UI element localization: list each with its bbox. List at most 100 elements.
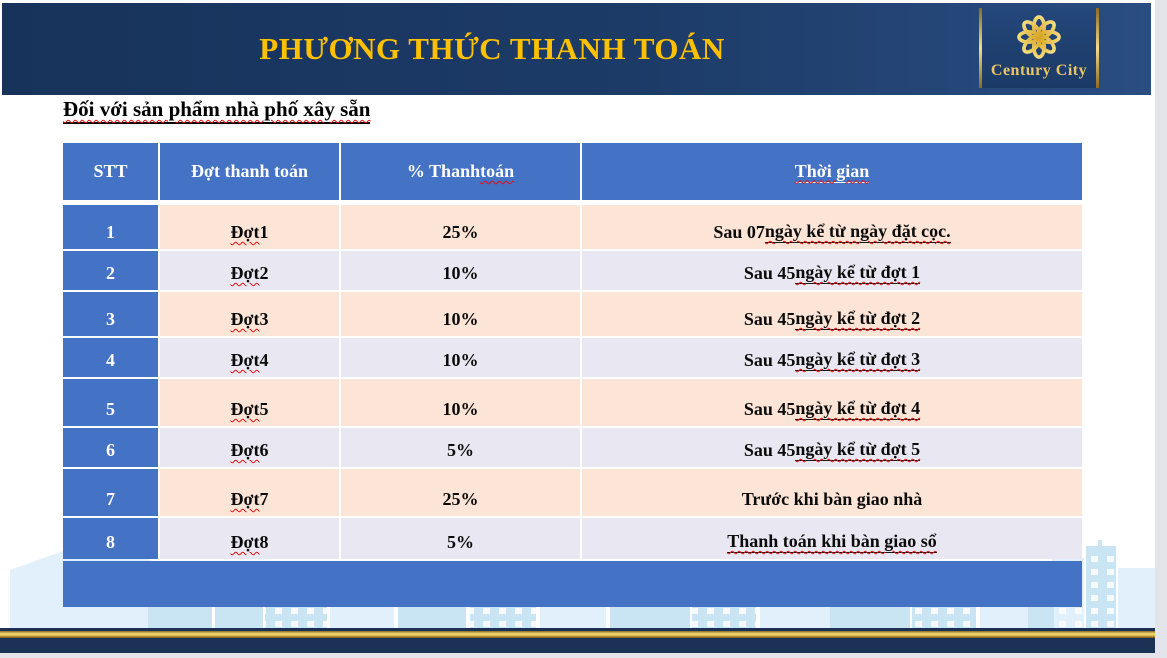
- row-number: 6: [106, 440, 115, 460]
- table-footer-row: [63, 561, 1082, 607]
- gold-divider-right: [1096, 8, 1099, 88]
- row-number: 1: [106, 222, 115, 242]
- gold-divider-left: [979, 8, 982, 88]
- header-banner: PHƯƠNG THỨC THANH TOÁN: [2, 3, 1151, 95]
- cell-stt: 1: [63, 205, 158, 249]
- col-header-percent: % Thanh toán: [341, 143, 580, 200]
- misspelled-word-marker: Đợt: [230, 350, 260, 370]
- col-header-installment: Đợt thanh toán: [160, 143, 339, 200]
- footer-bar: [0, 628, 1155, 653]
- cell-stt: 5: [63, 379, 158, 426]
- cell-time: Sau 45 ngày kể từ đợt 4: [582, 379, 1082, 426]
- cell-time: Trước khi bàn giao nhà: [582, 469, 1082, 516]
- cell-installment: Đợt 5: [160, 379, 339, 426]
- cell-text: 8: [259, 532, 269, 552]
- underlined-misspelled-text: ngày kể từ đợt 1: [795, 262, 921, 284]
- col-header-time: Thời gian: [582, 143, 1082, 200]
- col-header-time-text: Thời gian: [794, 160, 870, 183]
- cell-text: Trước khi bàn giao nhà: [741, 489, 923, 509]
- cell-time: Sau 45 ngày kể từ đợt 3: [582, 338, 1082, 377]
- cell-text: 1: [259, 222, 269, 242]
- cell-text: 25%: [442, 489, 479, 509]
- cell-text: Sau 07: [713, 222, 765, 242]
- cell-installment: Đợt 6: [160, 428, 339, 467]
- cell-percent: 5%: [341, 518, 580, 559]
- misspelled-word-marker: Đợt: [230, 440, 260, 460]
- cell-text: 4: [259, 350, 269, 370]
- slide-title: PHƯƠNG THỨC THANH TOÁN: [259, 31, 725, 66]
- cell-percent: 10%: [341, 251, 580, 290]
- misspelled-word-marker: Đợt: [230, 263, 260, 283]
- cell-text: Sau 45: [743, 309, 796, 329]
- cell-stt: 3: [63, 292, 158, 336]
- cell-text: 10%: [442, 350, 479, 370]
- cell-installment: Đợt 7: [160, 469, 339, 516]
- cell-text: Sau 45: [743, 263, 796, 283]
- col-header-stt: STT: [63, 143, 158, 200]
- cell-text: 3: [259, 309, 269, 329]
- cell-time: Sau 45 ngày kể từ đợt 1: [582, 251, 1082, 290]
- section-subtitle: Đối với sản phẩm nhà phố xây sẵn: [63, 97, 371, 124]
- cell-stt: 2: [63, 251, 158, 290]
- row-number: 5: [106, 399, 115, 419]
- cell-text: 25%: [442, 222, 479, 242]
- cell-installment: Đợt 1: [160, 205, 339, 249]
- misspelled-word-marker: Đợt: [230, 222, 260, 242]
- misspelled-word-marker: Đợt: [230, 532, 260, 552]
- underlined-misspelled-text: ngày kể từ đợt 3: [795, 349, 921, 371]
- underlined-misspelled-text: Thanh toán khi bàn giao sổ: [727, 531, 937, 553]
- misspelled-word-marker: Đợt: [230, 309, 260, 329]
- misspelled-word-marker: toán: [480, 161, 515, 181]
- cell-percent: 25%: [341, 469, 580, 516]
- row-number: 4: [106, 350, 115, 370]
- payment-table: STT Đợt thanh toán % Thanh toán Thời gia…: [63, 143, 1082, 607]
- cell-stt: 8: [63, 518, 158, 559]
- cell-percent: 25%: [341, 205, 580, 249]
- table-body: 1 Đợt 1 25% Sau 07 ngày kể từ ngày đặt c…: [63, 205, 1082, 559]
- century-city-logo: Century City: [979, 8, 1099, 88]
- cell-time: Thanh toán khi bàn giao sổ: [582, 518, 1082, 559]
- cell-percent: 10%: [341, 338, 580, 377]
- col-header-percent-text: % Thanh: [406, 161, 481, 181]
- cell-time: Sau 07 ngày kể từ ngày đặt cọc.: [582, 205, 1082, 249]
- cell-text: Sau 45: [743, 399, 796, 419]
- cell-percent: 10%: [341, 379, 580, 426]
- cell-percent: 5%: [341, 428, 580, 467]
- cell-stt: 7: [63, 469, 158, 516]
- cell-installment: Đợt 4: [160, 338, 339, 377]
- cell-percent: 10%: [341, 292, 580, 336]
- cell-text: 5%: [447, 532, 474, 552]
- row-number: 3: [106, 309, 115, 329]
- cell-text: 10%: [442, 309, 479, 329]
- cell-text: 10%: [442, 399, 479, 419]
- misspelled-word-marker: Đợt: [230, 399, 260, 419]
- row-number: 2: [106, 263, 115, 283]
- cell-stt: 6: [63, 428, 158, 467]
- cell-text: 10%: [442, 263, 479, 283]
- cell-text: 6: [259, 440, 269, 460]
- cell-installment: Đợt 8: [160, 518, 339, 559]
- underlined-misspelled-text: ngày kể từ đợt 2: [795, 308, 921, 330]
- cell-text: Sau 45: [743, 350, 796, 370]
- century-city-logo-icon: [1017, 15, 1061, 59]
- cell-installment: Đợt 2: [160, 251, 339, 290]
- cell-text: 5: [259, 399, 269, 419]
- cell-text: Sau 45: [743, 440, 796, 460]
- cell-time: Sau 45 ngày kể từ đợt 5: [582, 428, 1082, 467]
- cell-time: Sau 45 ngày kể từ đợt 2: [582, 292, 1082, 336]
- cell-installment: Đợt 3: [160, 292, 339, 336]
- underlined-misspelled-text: ngày kể từ đợt 4: [795, 398, 921, 420]
- logo-brand-text: Century City: [990, 62, 1088, 79]
- cell-text: 5%: [447, 440, 474, 460]
- gold-stripe: [0, 631, 1155, 638]
- subtitle-text: Đối với sản phẩm nhà phố xây sẵn: [63, 97, 371, 121]
- underlined-misspelled-text: ngày kể từ đợt 5: [795, 439, 921, 461]
- row-number: 8: [106, 532, 115, 552]
- cell-text: 2: [259, 263, 269, 283]
- cell-text: 7: [259, 489, 269, 509]
- table-header: STT Đợt thanh toán % Thanh toán Thời gia…: [63, 143, 1082, 200]
- cell-stt: 4: [63, 338, 158, 377]
- row-number: 7: [106, 489, 115, 509]
